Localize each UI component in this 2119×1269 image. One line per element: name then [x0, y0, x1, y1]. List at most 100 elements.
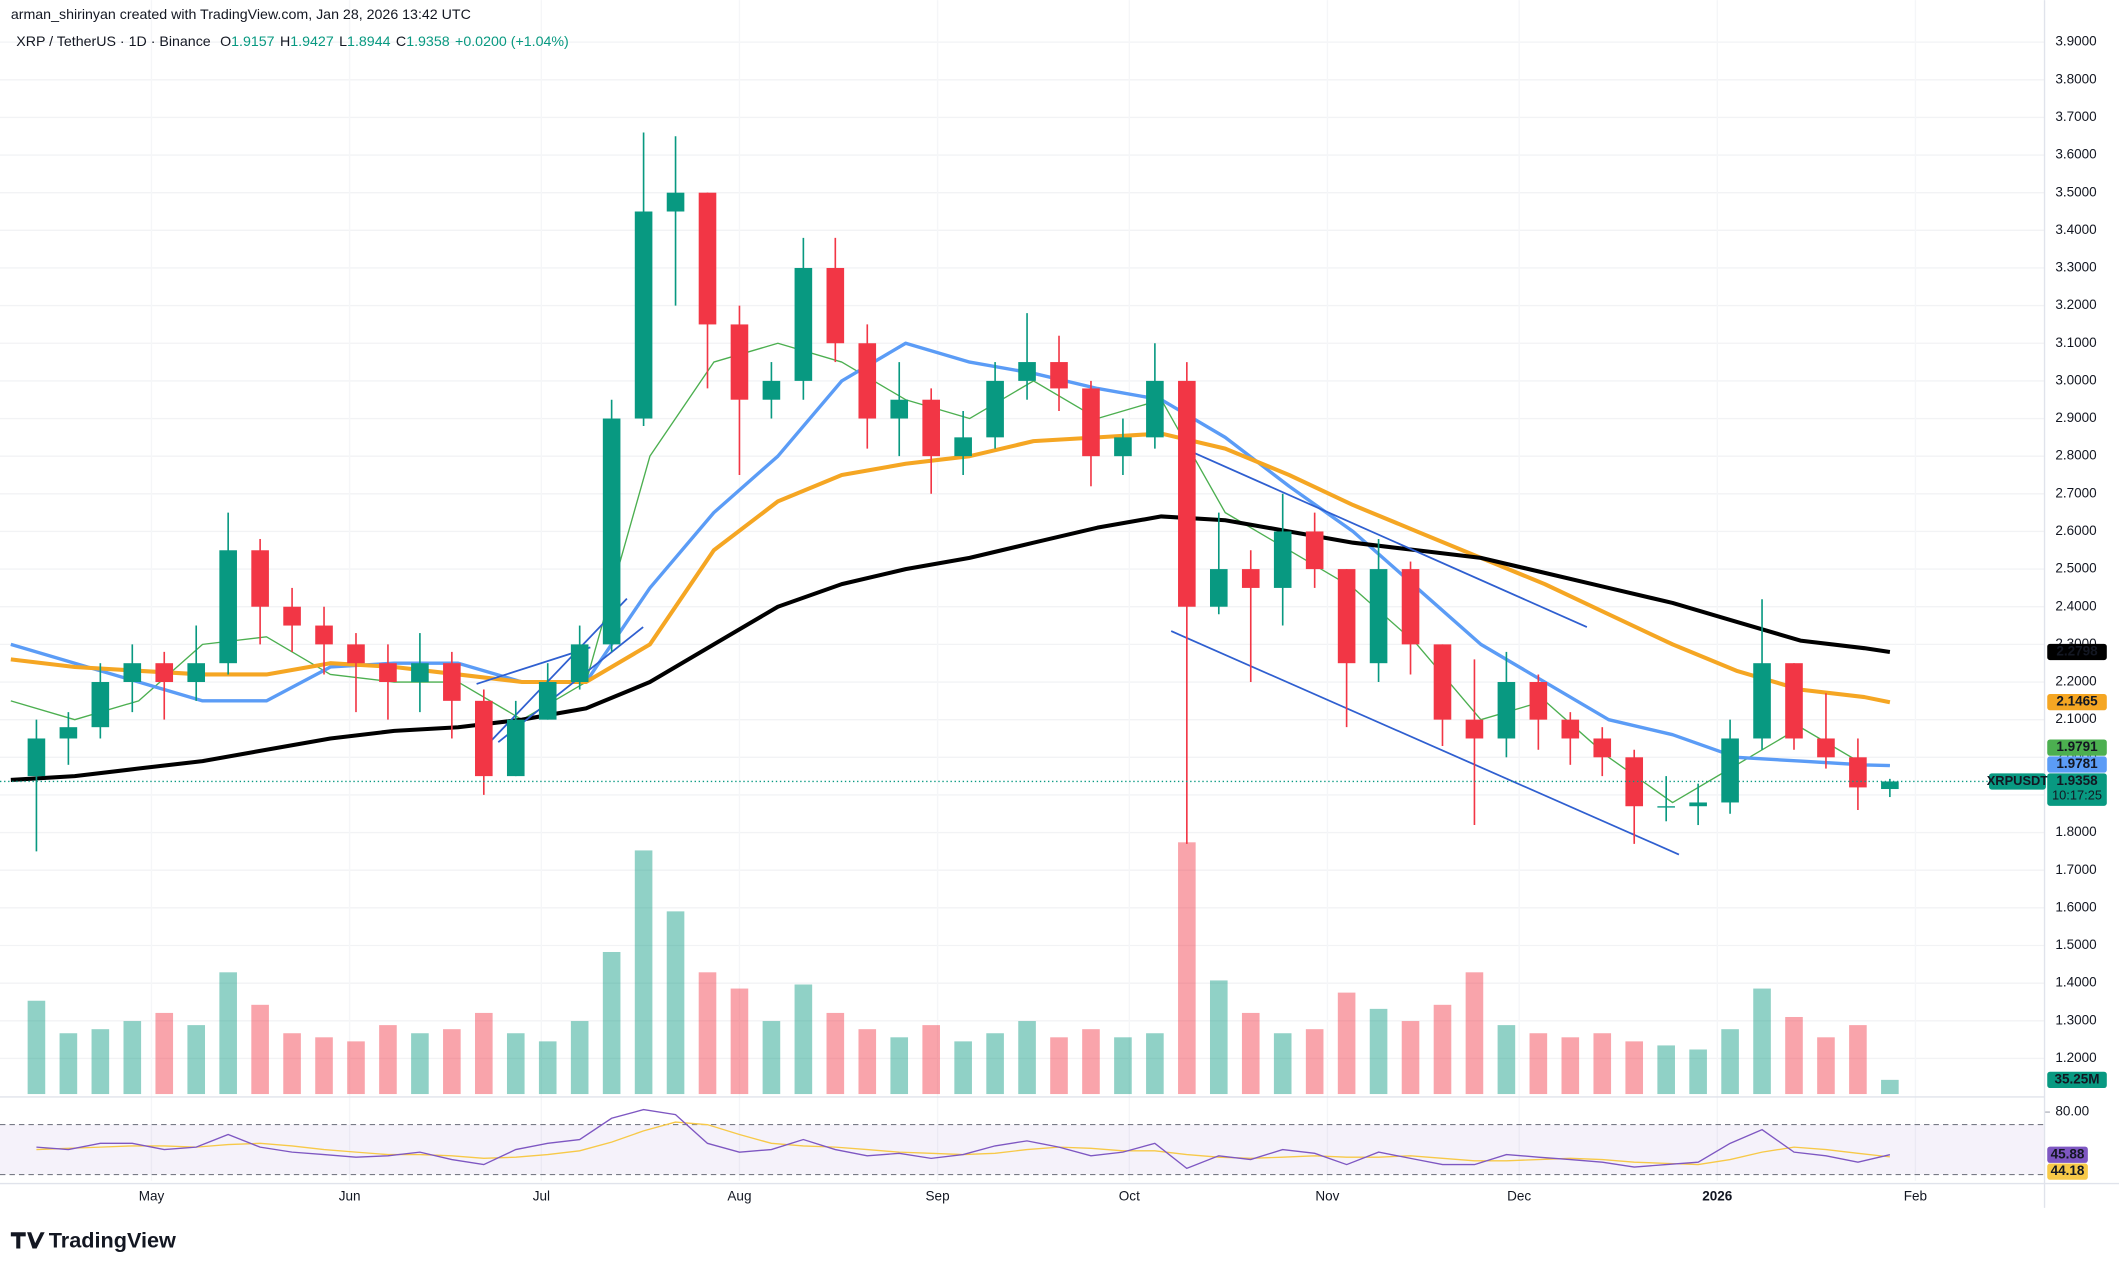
candle-body [1273, 531, 1292, 588]
price-tags: 1.9781 1.9791 2.1465 2.2798 XRPUSDT 1.935810:… [1987, 644, 2107, 1088]
y-tick-label: 1.8000 [2055, 824, 2096, 839]
volume-bar [538, 1041, 557, 1095]
candle-body [570, 644, 589, 683]
price-tag-bg [2047, 643, 2107, 661]
price-tag: 1.9791 [2056, 739, 2098, 754]
author-line: arman_shirinyan created with TradingView… [11, 7, 471, 23]
volume-bar [1689, 1049, 1707, 1095]
rsi-ma-tag-bg [2047, 1163, 2088, 1180]
volume-bar [1593, 1033, 1612, 1095]
candle-body [443, 663, 461, 701]
x-tick-label: Nov [1315, 1189, 1339, 1204]
volume-bar [1369, 1008, 1388, 1095]
y-tick-label: 3.9000 [2055, 34, 2096, 49]
candle-body [475, 700, 493, 777]
volume-bar [1209, 980, 1228, 1095]
volume-bar [1401, 1021, 1420, 1095]
candle-body [858, 343, 877, 419]
candle-body [1689, 802, 1707, 807]
volume-bar [634, 850, 653, 1095]
volume-bar [1114, 1037, 1132, 1095]
candle-body [1209, 569, 1228, 607]
volume-bar [1785, 1016, 1803, 1095]
candle-body [826, 267, 845, 344]
price-tag-bg [2047, 694, 2107, 711]
volume-bar [283, 1033, 301, 1095]
x-tick-label: Jul [533, 1189, 550, 1204]
y-tick-label: 1.2000 [2055, 1050, 2096, 1065]
volume-bar [922, 1025, 940, 1095]
rsi-ma-tag: 44.18 [2051, 1163, 2085, 1178]
x-tick-label: 2026 [1702, 1189, 1733, 1204]
candle-body [1593, 738, 1612, 758]
candle-body [1178, 380, 1196, 607]
candle-body [283, 606, 301, 626]
volume-bar [730, 988, 749, 1095]
volume-bar [1082, 1029, 1100, 1095]
volume-bar [27, 1000, 46, 1095]
x-tick-label: Aug [727, 1189, 751, 1204]
rsi-line [36, 1108, 1891, 1170]
candle-body [954, 437, 972, 457]
volume-bar [1529, 1033, 1548, 1095]
y-tick-label: 2.9000 [2055, 410, 2096, 425]
x-tick-label: Feb [1904, 1189, 1927, 1204]
candle-body [602, 418, 621, 645]
y-tick-label: 1.4000 [2055, 975, 2096, 990]
volume-bar [954, 1041, 972, 1095]
change: +0.0200 (+1.04%) [455, 34, 569, 50]
y-tick-label: 3.8000 [2055, 71, 2096, 86]
ohlc-value: 1.8944 [347, 34, 391, 50]
ohlc-value: 1.9358 [406, 34, 450, 50]
candle-body [219, 550, 237, 664]
candle-body [1305, 531, 1324, 570]
price-tag-bg [2047, 739, 2107, 756]
volume-bar [1753, 988, 1771, 1095]
trend-line [1180, 446, 1588, 628]
rsi-tag-bg [2047, 1146, 2088, 1163]
rsi-pane: 80.00 45.88 44.18 [0, 1104, 2089, 1180]
countdown: 10:17:25 [2052, 788, 2102, 803]
candle-body [27, 738, 46, 777]
volume-bar [826, 1012, 845, 1095]
candle-body [666, 192, 685, 212]
x-tick-label: Dec [1507, 1189, 1531, 1204]
volume-bar [762, 1021, 781, 1095]
candle-body [1529, 682, 1548, 720]
volume-bar [379, 1025, 397, 1095]
price-tag-bg [2047, 756, 2107, 773]
volume-bar [187, 1025, 206, 1095]
candle-body [1497, 682, 1516, 739]
logo-icon [10, 1232, 45, 1249]
symbol-tag-bg [1989, 773, 2046, 790]
moving-average [10, 514, 1891, 782]
candle-body [890, 399, 909, 419]
candle-body [1114, 437, 1132, 457]
candle-body [155, 663, 174, 683]
volume-bar [1273, 1033, 1292, 1095]
y-tick-label: 1.6000 [2055, 899, 2096, 914]
y-tick-label: 2.7000 [2055, 485, 2096, 500]
candle-body [1241, 569, 1260, 588]
y-tick-label: 3.6000 [2055, 147, 2096, 162]
last-price-tag: 1.9358 [2056, 773, 2098, 788]
volume-bar [219, 972, 237, 1095]
ohlc-label: C [396, 34, 406, 50]
candle-body [1817, 738, 1835, 758]
candle-body [1657, 806, 1675, 808]
y-tick-label: 1.7000 [2055, 862, 2096, 877]
ohlc-label: H [280, 34, 290, 50]
y-tick-label: 3.0000 [2055, 372, 2096, 387]
volume-bar [347, 1041, 365, 1095]
x-tick-label: Oct [1119, 1189, 1140, 1204]
moving-averages [10, 341, 1891, 804]
volume-bar [123, 1021, 142, 1095]
symbol-tag: XRPUSDT [1987, 773, 2049, 788]
y-tick-label: 1.5000 [2055, 937, 2096, 952]
volume-bar [251, 1004, 269, 1095]
x-tick-label: May [139, 1189, 165, 1204]
y-tick-label: 3.7000 [2055, 109, 2096, 124]
volume-bar [155, 1012, 174, 1095]
y-tick-label: 3.4000 [2055, 222, 2096, 237]
